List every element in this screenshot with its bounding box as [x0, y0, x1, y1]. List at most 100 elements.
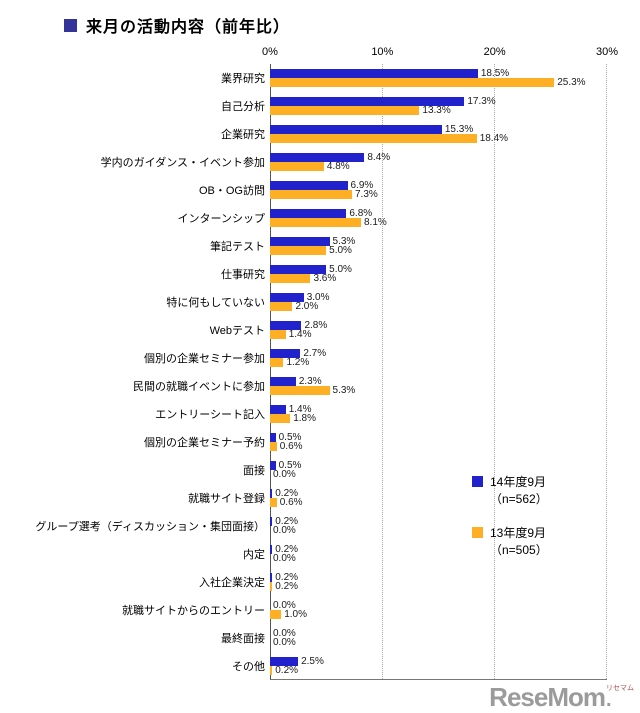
bar-series2 [270, 358, 284, 367]
bar-series1 [270, 69, 478, 78]
page-title: 来月の活動内容（前年比） [64, 13, 290, 37]
bar-series1 [270, 433, 276, 442]
bar-group: 8.4% 4.8% [270, 148, 607, 176]
bar-series1 [270, 517, 273, 526]
gridline [381, 64, 383, 679]
legend-text-series2: 13年度9月 （n=505） [490, 525, 548, 560]
value-label: 1.4% [288, 403, 312, 415]
category-label: Webテスト [209, 325, 265, 337]
value-label: 5.0% [329, 263, 352, 275]
chart-row: 入社企業決定 0.2% 0.2% [8, 568, 607, 596]
gridline [606, 64, 607, 679]
bar-series1 [270, 405, 286, 414]
chart-row: OB・OG訪問 6.9% 7.3% [8, 176, 607, 204]
value-label: 2.7% [303, 347, 327, 359]
category-label: 最終面接 [221, 633, 265, 645]
bar-group: 0.5% 0.0% [270, 456, 607, 484]
value-label: 2.5% [301, 655, 324, 667]
bar-group: 6.9% 7.3% [270, 176, 607, 204]
value-label: 1.4% [288, 328, 312, 340]
bar-series1 [270, 657, 299, 666]
bar-series1 [270, 153, 365, 162]
bar-series2 [270, 274, 311, 283]
value-label: 2.0% [295, 300, 319, 312]
bar-series2 [270, 302, 293, 311]
chart-row: 民間の就職イベントに参加 2.3% 5.3% [8, 372, 607, 400]
bar-series1 [270, 265, 327, 274]
bar-series1 [270, 125, 442, 134]
bar-series1 [270, 461, 276, 470]
bar-series1 [270, 573, 273, 582]
bar-group: 5.0% 3.6% [270, 260, 607, 288]
value-label: 15.3% [444, 123, 474, 135]
bar-series1 [270, 321, 302, 330]
bar-series2 [270, 246, 327, 255]
chart-row: 自己分析 17.3% 13.3% [8, 92, 607, 120]
value-label: 18.5% [480, 67, 510, 79]
bar-group: 2.3% 5.3% [270, 372, 607, 400]
chart-row: 特に何もしていない 3.0% 2.0% [8, 288, 607, 316]
chart-row: 個別の企業セミナー予約 0.5% 0.6% [8, 428, 607, 456]
category-label: 個別の企業セミナー参加 [144, 353, 265, 365]
category-label: エントリーシート記入 [155, 409, 265, 421]
value-label: 0.0% [273, 468, 296, 480]
value-label: 17.3% [467, 95, 496, 107]
bar-group: 17.3% 13.3% [270, 92, 607, 120]
x-tick-label: 20% [483, 46, 506, 58]
bar-series2 [270, 582, 273, 591]
plot-area [270, 64, 607, 680]
bar-series1 [270, 349, 301, 358]
bar-group: 0.2% 0.0% [270, 540, 607, 568]
bar-group: 1.4% 1.8% [270, 400, 607, 428]
chart-row: インターンシップ 6.8% 8.1% [8, 204, 607, 232]
bar-group: 2.5% 0.2% [270, 652, 607, 680]
bar-series2 [270, 106, 420, 115]
value-label: 1.0% [284, 608, 308, 620]
bar-series1 [270, 489, 273, 498]
bar-series1 [270, 377, 296, 386]
bar-series2 [270, 498, 277, 507]
value-label: 0.0% [273, 599, 296, 611]
legend-swatch-series2 [472, 526, 483, 538]
value-label: 0.0% [273, 636, 296, 648]
chart-row: 企業研究 15.3% 18.4% [8, 120, 607, 148]
bar-group: 0.2% 0.0% [270, 512, 607, 540]
value-label: 4.8% [326, 160, 350, 172]
watermark-ruby: リセマム [606, 685, 634, 692]
bar-series2 [270, 610, 282, 619]
x-tick-label: 30% [595, 46, 619, 58]
bar-group: 0.0% 0.0% [270, 624, 607, 652]
category-label: 学内のガイダンス・イベント参加 [100, 157, 265, 169]
chart-row: 学内のガイダンス・イベント参加 8.4% 4.8% [8, 148, 607, 176]
value-label: 6.8% [349, 207, 373, 219]
bar-series2 [270, 414, 291, 423]
value-label: 0.2% [275, 543, 299, 555]
value-label: 0.6% [279, 496, 303, 508]
category-label: 筆記テスト [210, 241, 265, 253]
legend-label-series1: 14年度9月 [490, 475, 547, 489]
bar-group: 0.2% 0.2% [270, 568, 607, 596]
legend-label-series2: 13年度9月 [490, 525, 547, 540]
value-label: 6.9% [350, 179, 374, 191]
value-label: 13.3% [422, 104, 451, 116]
value-label: 0.2% [275, 515, 299, 527]
category-label: 民間の就職イベントに参加 [133, 381, 265, 393]
value-label: 25.3% [557, 76, 586, 88]
value-label: 0.2% [275, 580, 299, 592]
x-axis-ticks: 0% 10% 20% 30% [262, 46, 618, 60]
legend-item-series1: 14年度9月 （n=562） [472, 474, 548, 509]
value-label: 2.3% [298, 375, 322, 387]
chart-row: 就職サイトからのエントリー 0.0% 1.0% [8, 596, 607, 624]
value-label: 5.3% [332, 235, 356, 247]
bar-group: 2.8% 1.4% [270, 316, 607, 344]
value-label: 2.8% [304, 319, 328, 331]
bar-series1 [270, 209, 347, 218]
value-label: 0.5% [278, 459, 302, 471]
chart-row: 面接 0.5% 0.0% [8, 456, 607, 484]
category-label: 仕事研究 [221, 269, 265, 281]
chart-title: 来月の活動内容（前年比） [86, 19, 291, 36]
bar-series2 [270, 218, 361, 227]
category-label: 企業研究 [221, 129, 265, 141]
bar-group: 0.0% 1.0% [270, 596, 607, 624]
chart-row: 内定 0.2% 0.0% [8, 540, 607, 568]
